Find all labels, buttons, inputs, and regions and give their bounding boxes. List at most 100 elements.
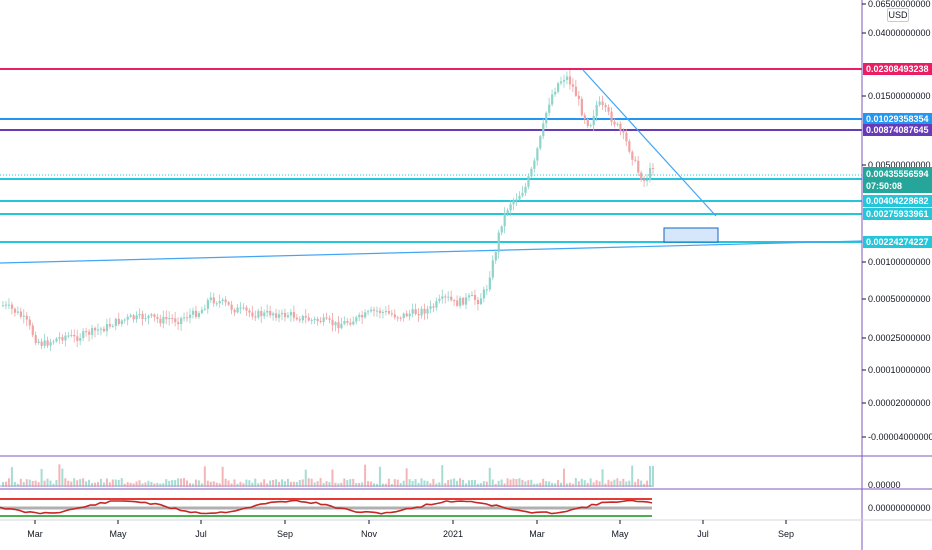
volume-bar — [218, 483, 221, 487]
volume-bar — [491, 479, 494, 487]
volume-bar — [135, 481, 138, 487]
volume-bar — [280, 479, 283, 487]
volume-bar — [215, 482, 218, 487]
volume-bar — [367, 481, 370, 487]
candle-body — [266, 310, 269, 313]
candle-body — [286, 315, 290, 318]
volume-bar — [646, 480, 649, 487]
volume-bar — [76, 480, 79, 487]
volume-bar — [494, 483, 497, 487]
volume-bar — [307, 478, 310, 487]
candle-body — [197, 313, 201, 317]
volume-bar — [548, 481, 551, 487]
candle-body — [263, 312, 266, 317]
volume-bar — [364, 464, 367, 487]
time-tick-label: Sep — [778, 529, 794, 539]
volume-bar — [162, 483, 165, 487]
candle-body — [625, 132, 628, 142]
candle-body — [159, 318, 162, 324]
volume-bar — [138, 480, 141, 487]
candle-body — [402, 313, 405, 319]
candle-body — [646, 179, 649, 182]
volume-bar — [64, 478, 67, 487]
volume-bar — [405, 468, 408, 487]
volume-bar — [10, 467, 13, 487]
volume-bar — [40, 468, 43, 487]
volume-bar — [272, 479, 275, 487]
candle-body — [96, 329, 100, 331]
candle-body — [592, 115, 595, 126]
candle-body — [548, 104, 551, 113]
volume-bar — [568, 482, 571, 487]
volume-bar — [191, 483, 194, 487]
time-tick-label: Jul — [697, 529, 709, 539]
candle-body — [408, 313, 411, 317]
volume-bar — [631, 465, 634, 487]
candle-body — [180, 318, 183, 324]
candle-body — [61, 337, 64, 341]
candle-body — [43, 340, 46, 346]
volume-bar — [248, 480, 251, 487]
candle-body — [283, 312, 287, 318]
candle-body — [138, 313, 141, 316]
candle-body — [580, 98, 583, 116]
volume-bar — [420, 478, 423, 487]
trend-lines[interactable] — [0, 69, 863, 264]
volume-bar — [530, 479, 533, 487]
volume-bar — [473, 479, 476, 487]
candle-body — [426, 308, 429, 314]
candle-body — [153, 314, 156, 317]
volume-bar — [61, 468, 64, 487]
volume-bar — [188, 483, 191, 487]
volume-bar — [545, 481, 548, 487]
candle-body — [209, 297, 212, 301]
volume-bar — [497, 480, 500, 487]
volume-bar — [159, 483, 162, 487]
candle-body — [206, 300, 209, 309]
volume-bar — [387, 478, 390, 487]
candle-body — [227, 302, 230, 305]
volume-bar — [174, 480, 177, 487]
candle-body — [322, 317, 325, 322]
volume-bar — [298, 479, 301, 487]
candle-body — [194, 310, 198, 317]
candle-body — [381, 312, 385, 314]
horizontal-levels — [0, 68, 862, 243]
candle-body — [212, 297, 215, 304]
currency-label[interactable]: USD — [887, 8, 909, 22]
volume-bar — [423, 480, 426, 487]
volume-bar — [482, 481, 485, 487]
volume-bar — [515, 479, 518, 487]
volume-bar — [378, 466, 381, 487]
volume-bar — [263, 479, 266, 487]
volume-bar — [269, 480, 272, 487]
candle-body — [13, 308, 17, 313]
time-tick-label: 2021 — [443, 529, 463, 539]
volume-bar — [227, 480, 230, 487]
candle-body — [429, 306, 432, 309]
price-badge-label: 0.00874087645 — [866, 125, 929, 135]
volume-bar — [331, 469, 334, 487]
candle-body — [604, 105, 607, 108]
candle-body — [292, 312, 296, 318]
volume-bar — [521, 479, 524, 487]
candle-body — [399, 317, 402, 319]
candle-body — [224, 299, 227, 303]
candle-body — [515, 199, 518, 201]
candle-body — [168, 318, 171, 320]
volume-bar — [619, 480, 622, 487]
volume-bar — [257, 483, 260, 487]
candle-body — [589, 125, 592, 127]
price-badge-label: 0.00224274227 — [866, 237, 929, 247]
price-badge — [863, 113, 932, 125]
volume-bar — [123, 483, 126, 487]
candle-body — [49, 342, 52, 346]
volume-bar — [358, 483, 361, 487]
candle-body — [568, 76, 572, 85]
volume-bar — [16, 483, 19, 487]
candle-body — [313, 318, 316, 321]
candle-body — [105, 324, 109, 332]
candle-body — [358, 314, 361, 318]
volume-bar — [640, 480, 643, 487]
